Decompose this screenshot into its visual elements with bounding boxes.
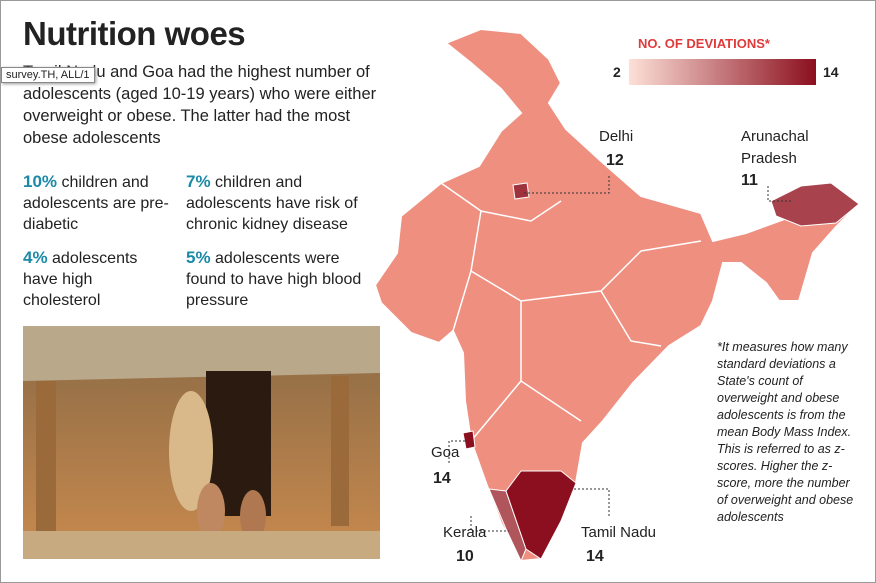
state-shape: [462, 430, 476, 450]
stat-text: children and adolescents are pre-diabeti…: [23, 174, 169, 233]
legend-max: 14: [823, 64, 839, 80]
legend-min: 2: [613, 64, 621, 80]
state-name: Delhi: [599, 128, 633, 145]
state-highlights: [462, 182, 860, 563]
stat: 4% adolescents have high cholesterol: [23, 247, 173, 311]
intro: Tamil Nadu and Goa had the highest numbe…: [23, 63, 377, 147]
legend-scale: [629, 59, 816, 85]
stat: 7% children and adolescents have risk of…: [186, 171, 376, 235]
stat-text: adolescents were found to have high bloo…: [186, 250, 362, 309]
footnote: *It measures how many standard deviation…: [717, 340, 854, 524]
state-name: Arunachal Pradesh: [741, 128, 809, 167]
state-shape: [512, 182, 530, 200]
state-shape: [505, 470, 577, 560]
leader-lines: [448, 176, 791, 532]
state-name: Tamil Nadu: [581, 524, 656, 541]
state-value: 10: [456, 548, 474, 565]
state-value: 14: [433, 470, 451, 487]
state-shape: [488, 488, 527, 563]
state-name: Goa: [431, 444, 460, 461]
title: Nutrition woes: [23, 15, 246, 52]
legend-title: NO. OF DEVIATIONS*: [638, 36, 771, 51]
state-borders: [440, 182, 702, 442]
state-name: Kerala: [443, 524, 487, 541]
stat-text: children and adolescents have risk of ch…: [186, 174, 358, 233]
state-value: 11: [741, 172, 758, 189]
state-shape: [770, 182, 860, 227]
india-map: [373, 27, 861, 563]
stat-value: 7%: [186, 172, 211, 191]
stat-value: 5%: [186, 248, 211, 267]
state-value: 12: [606, 152, 624, 169]
stat-value: 10%: [23, 172, 58, 191]
photo: [23, 326, 380, 559]
stat: 10% children and adolescents are pre-dia…: [23, 171, 173, 235]
tooltip: survey.TH, ALL/1: [1, 67, 95, 83]
state-value: 14: [586, 548, 604, 565]
stat-text: adolescents have high cholesterol: [23, 250, 138, 309]
stat-value: 4%: [23, 248, 48, 267]
stat: 5% adolescents were found to have high b…: [186, 247, 376, 311]
